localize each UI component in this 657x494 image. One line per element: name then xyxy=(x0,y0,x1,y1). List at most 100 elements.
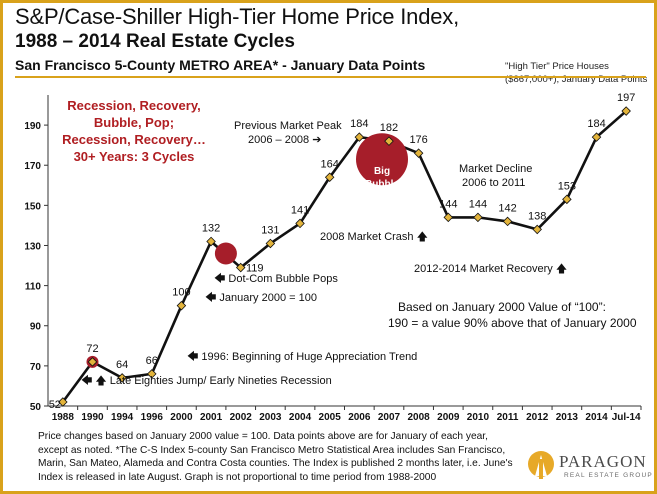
data-label-Jul-14: 197 xyxy=(617,92,635,104)
chart-axes: 50 70 90 110 130 150 170 190 1988 1990 1994 1996 200… xyxy=(24,95,642,423)
x-tick-label: 2001 xyxy=(200,412,223,423)
x-tick-label: 2011 xyxy=(497,412,519,423)
logo-name: PARAGON xyxy=(559,452,647,471)
x-tick-label: 2008 xyxy=(408,412,431,423)
data-point-2008 xyxy=(413,148,424,158)
tier-note-line2: ($867,000+), January Data Points xyxy=(505,74,648,85)
x-tick-label: 2013 xyxy=(556,412,579,423)
data-point-2001 xyxy=(206,236,216,247)
data-point-2000 xyxy=(176,300,187,311)
big-bubble-label-2: Bubble xyxy=(365,179,399,190)
data-point-2004 xyxy=(295,218,305,229)
data-point-2007 xyxy=(384,136,394,146)
series-line xyxy=(61,110,628,403)
paragon-logo: PARAGON REAL ESTATE GROUP xyxy=(524,447,654,487)
annotation-recovery: 2012-2014 Market Recovery 🡅 xyxy=(414,262,567,275)
footnote: Price changes based on January 2000 valu… xyxy=(38,431,513,483)
bubble-marker-dotcom xyxy=(214,242,237,265)
y-tick-label: 90 xyxy=(30,322,42,333)
paragon-logo-icon xyxy=(528,451,554,479)
x-tick-label: 2010 xyxy=(467,412,490,423)
x-tick-label: 2012 xyxy=(526,412,549,423)
annotation-decline-1: Market Decline xyxy=(459,163,532,175)
data-point-1996 xyxy=(147,369,157,379)
y-tick-label: 170 xyxy=(24,161,41,172)
data-labels: 52 72 64 66 100 132 119 131 141 164 184 182 176 144 14… xyxy=(49,92,636,411)
data-label-1988: 52 xyxy=(49,399,61,411)
data-point-2003 xyxy=(265,238,276,249)
callout-line2: Bubble, Pop; xyxy=(94,115,174,130)
data-label-2006: 184 xyxy=(350,118,368,130)
data-label-2008: 176 xyxy=(409,134,427,146)
data-point-1990 xyxy=(87,357,98,367)
y-tick-label: 50 xyxy=(30,402,42,413)
tier-note-line1: "High Tier" Price Houses xyxy=(505,61,609,72)
data-point-2009 xyxy=(443,212,454,223)
data-label-2000: 100 xyxy=(172,287,190,299)
x-tick-label: 1990 xyxy=(81,412,104,423)
bubble-markers xyxy=(86,133,408,368)
data-points xyxy=(58,106,631,407)
annotation-crash: 2008 Market Crash 🡅 xyxy=(320,230,428,243)
annotation-decline-2: 2006 to 2011 xyxy=(462,177,525,189)
data-point-2014 xyxy=(591,132,602,142)
data-point-Jul-14 xyxy=(621,106,631,116)
data-label-2003: 131 xyxy=(261,224,279,236)
callout-line3: Recession, Recovery… xyxy=(62,132,206,147)
x-tick-label: Jul-14 xyxy=(612,412,641,423)
y-tick-label: 110 xyxy=(25,282,42,293)
data-label-2012: 138 xyxy=(528,210,546,222)
data-point-2010 xyxy=(473,212,483,223)
data-label-2011: 142 xyxy=(498,202,516,214)
data-label-2010: 144 xyxy=(469,198,487,210)
x-tick-label: 2000 xyxy=(170,412,193,423)
data-label-2013: 153 xyxy=(558,180,576,192)
x-tick-label: 2014 xyxy=(585,412,608,423)
data-label-2001: 132 xyxy=(202,222,220,234)
data-label-2007: 182 xyxy=(380,122,398,134)
data-point-2002 xyxy=(235,262,246,273)
data-label-1994: 64 xyxy=(116,359,128,371)
y-tick-label: 70 xyxy=(30,362,42,373)
data-point-1994 xyxy=(117,373,127,383)
x-tick-label: 1996 xyxy=(141,412,164,423)
title-divider xyxy=(15,76,646,78)
x-tick-label: 2007 xyxy=(378,412,401,423)
callout-line1: Recession, Recovery, xyxy=(67,98,200,113)
annotation-prev-peak-1: Previous Market Peak xyxy=(234,120,342,132)
chart-title-line1: S&P/Case-Shiller High-Tier Home Price In… xyxy=(15,4,459,29)
tier-note: "High Tier" Price Houses ($867,000+), Ja… xyxy=(505,60,647,86)
data-label-2004: 141 xyxy=(291,204,309,216)
logo-subtitle: REAL ESTATE GROUP xyxy=(564,472,653,479)
chart-title-line2: 1988 – 2014 Real Estate Cycles xyxy=(15,31,295,52)
chart-subtitle: San Francisco 5-County METRO AREA* - Jan… xyxy=(15,57,426,73)
x-tick-label: 2003 xyxy=(259,412,282,423)
annotation-based-2: 190 = a value 90% above that of January … xyxy=(388,316,637,330)
data-label-2009: 144 xyxy=(439,198,457,210)
data-point-2011 xyxy=(502,216,513,227)
data-label-2002: 119 xyxy=(246,263,264,275)
y-tick-label: 190 xyxy=(24,121,41,132)
annotation-trend: 🡄 1996: Beginning of Huge Appreciation T… xyxy=(187,351,417,363)
cycles-callout: Recession, Recovery, Bubble, Pop; Recess… xyxy=(62,98,206,164)
annotation-based-1: Based on January 2000 Value of “100”: xyxy=(398,300,606,314)
y-tick-label: 150 xyxy=(24,201,41,212)
x-tick-label: 1994 xyxy=(111,412,134,423)
data-label-2014: 184 xyxy=(587,118,605,130)
annotation-eighties: 🡄 🡅 Late Eighties Jump/ Early Nineties R… xyxy=(81,374,332,387)
data-label-1990: 72 xyxy=(86,343,98,355)
data-point-2013 xyxy=(562,194,572,205)
data-point-2006 xyxy=(354,132,365,142)
x-tick-label: 1988 xyxy=(52,412,75,423)
data-point-2005 xyxy=(324,172,335,183)
annotation-jan2000: 🡄 January 2000 = 100 xyxy=(205,292,317,304)
annotation-prev-peak-2: 2006 – 2008 ➔ xyxy=(248,134,321,146)
x-tick-label: 2002 xyxy=(230,412,253,423)
data-point-1988 xyxy=(58,397,68,407)
series-line-path xyxy=(61,110,628,403)
x-tick-label: 2006 xyxy=(348,412,371,423)
y-tick-label: 130 xyxy=(24,241,41,252)
data-label-2005: 164 xyxy=(320,158,338,170)
